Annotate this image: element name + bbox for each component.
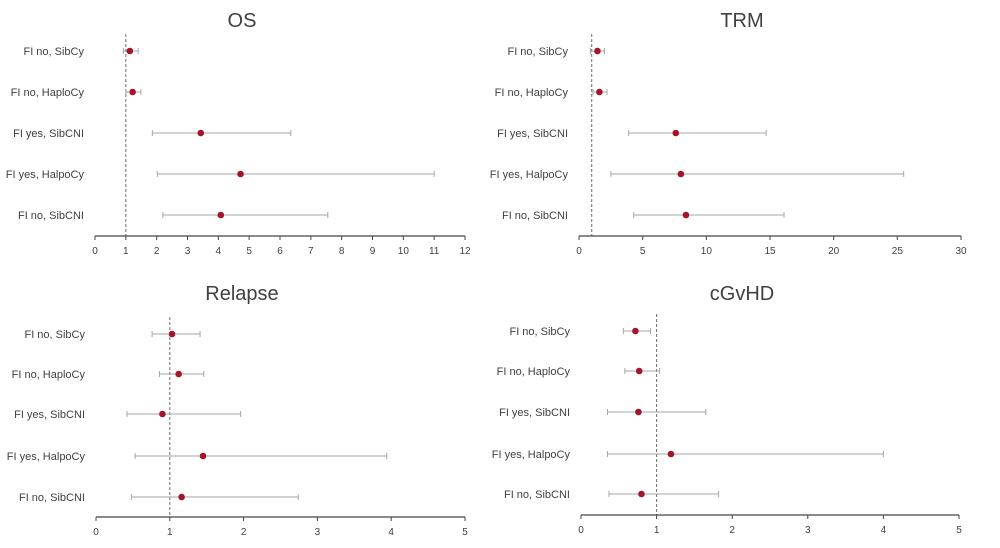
category-label: FI yes, HalpoCy bbox=[6, 169, 85, 181]
x-tick-label: 7 bbox=[308, 246, 314, 257]
estimate-point bbox=[635, 408, 642, 416]
x-tick-label: 10 bbox=[701, 246, 713, 257]
category-label: FI no, HaploCy bbox=[495, 87, 569, 99]
x-tick-label: 4 bbox=[388, 527, 394, 538]
category-label: FI no, SibCy bbox=[23, 46, 84, 58]
category-label: FI no, HaploCy bbox=[12, 369, 86, 381]
category-label: FI no, SibCy bbox=[507, 46, 568, 58]
estimate-point bbox=[199, 452, 207, 460]
x-tick-label: 11 bbox=[429, 246, 440, 257]
category-label: FI yes, SibCNI bbox=[499, 407, 570, 419]
estimate-point bbox=[175, 370, 182, 378]
x-tick-label: 0 bbox=[92, 246, 98, 257]
estimate-point bbox=[159, 410, 166, 418]
x-tick-label: 10 bbox=[398, 246, 410, 257]
estimate-point bbox=[638, 490, 645, 498]
estimate-point bbox=[197, 129, 205, 137]
category-label: FI no, HaploCy bbox=[497, 366, 571, 378]
estimate-point bbox=[596, 88, 603, 96]
x-tick-label: 30 bbox=[955, 246, 967, 257]
category-label: FI yes, SibCNI bbox=[497, 128, 568, 140]
x-tick-label: 4 bbox=[881, 525, 887, 536]
category-label: FI no, SibCNI bbox=[504, 489, 570, 501]
estimate-point bbox=[682, 211, 690, 219]
x-tick-label: 8 bbox=[339, 246, 345, 257]
category-label: FI no, HaploCy bbox=[11, 87, 85, 99]
estimate-point bbox=[217, 211, 225, 219]
estimate-point bbox=[677, 170, 685, 178]
x-tick-label: 25 bbox=[892, 246, 904, 257]
panel-title: Relapse bbox=[205, 283, 278, 305]
category-label: FI yes, HalpoCy bbox=[490, 169, 569, 181]
panel-cgvhd: cGvHD 0 1 2 3 4 5 FI no, SibCy FI no, HaploCy FI … bbox=[492, 283, 962, 536]
x-tick-label: 5 bbox=[640, 246, 646, 257]
estimate-point bbox=[635, 367, 643, 375]
category-label: FI no, SibCy bbox=[24, 329, 85, 341]
estimate-point bbox=[594, 47, 601, 55]
x-tick-label: 15 bbox=[764, 246, 776, 257]
x-tick-label: 2 bbox=[241, 527, 247, 538]
x-tick-label: 3 bbox=[315, 527, 321, 538]
x-tick-label: 1 bbox=[167, 527, 173, 538]
estimate-point bbox=[178, 493, 185, 501]
x-tick-label: 1 bbox=[654, 525, 660, 536]
estimate-point bbox=[672, 129, 680, 137]
x-tick-label: 3 bbox=[805, 525, 811, 536]
category-label: FI no, SibCNI bbox=[19, 492, 85, 504]
category-label: FI no, SibCNI bbox=[18, 210, 84, 222]
x-tick-label: 5 bbox=[246, 246, 252, 257]
panel-trm: TRM 0 5 10 15 20 25 30 FI no, SibCy FI no, HaploC… bbox=[490, 10, 967, 257]
panel-title: OS bbox=[228, 10, 257, 32]
panel-title: cGvHD bbox=[710, 283, 774, 305]
estimate-point bbox=[667, 450, 675, 458]
category-label: FI no, SibCy bbox=[509, 326, 570, 338]
x-tick-label: 0 bbox=[93, 527, 99, 538]
category-label: FI yes, SibCNI bbox=[14, 409, 85, 421]
x-tick-label: 2 bbox=[729, 525, 735, 536]
category-label: FI yes, HalpoCy bbox=[7, 451, 86, 463]
category-label: FI yes, SibCNI bbox=[13, 128, 84, 140]
estimate-point bbox=[632, 327, 639, 335]
estimate-point bbox=[237, 170, 244, 178]
x-tick-label: 2 bbox=[154, 246, 160, 257]
x-tick-label: 0 bbox=[576, 246, 582, 257]
x-tick-label: 0 bbox=[578, 525, 584, 536]
estimate-point bbox=[168, 330, 176, 338]
panel-relapse: Relapse 0 1 2 3 4 5 FI no, SibCy FI no, HaploCy F… bbox=[7, 283, 468, 538]
x-tick-label: 6 bbox=[277, 246, 283, 257]
x-tick-label: 5 bbox=[462, 527, 468, 538]
x-tick-label: 5 bbox=[956, 525, 962, 536]
x-tick-label: 3 bbox=[185, 246, 191, 257]
x-tick-label: 1 bbox=[123, 246, 129, 257]
panel-title: TRM bbox=[720, 10, 763, 32]
category-label: FI yes, HalpoCy bbox=[492, 449, 571, 461]
estimate-point bbox=[129, 88, 136, 96]
x-tick-label: 12 bbox=[459, 246, 471, 257]
x-tick-label: 20 bbox=[828, 246, 840, 257]
category-label: FI no, SibCNI bbox=[502, 210, 568, 222]
x-tick-label: 4 bbox=[216, 246, 222, 257]
estimate-point bbox=[126, 47, 134, 55]
x-tick-label: 9 bbox=[370, 246, 376, 257]
